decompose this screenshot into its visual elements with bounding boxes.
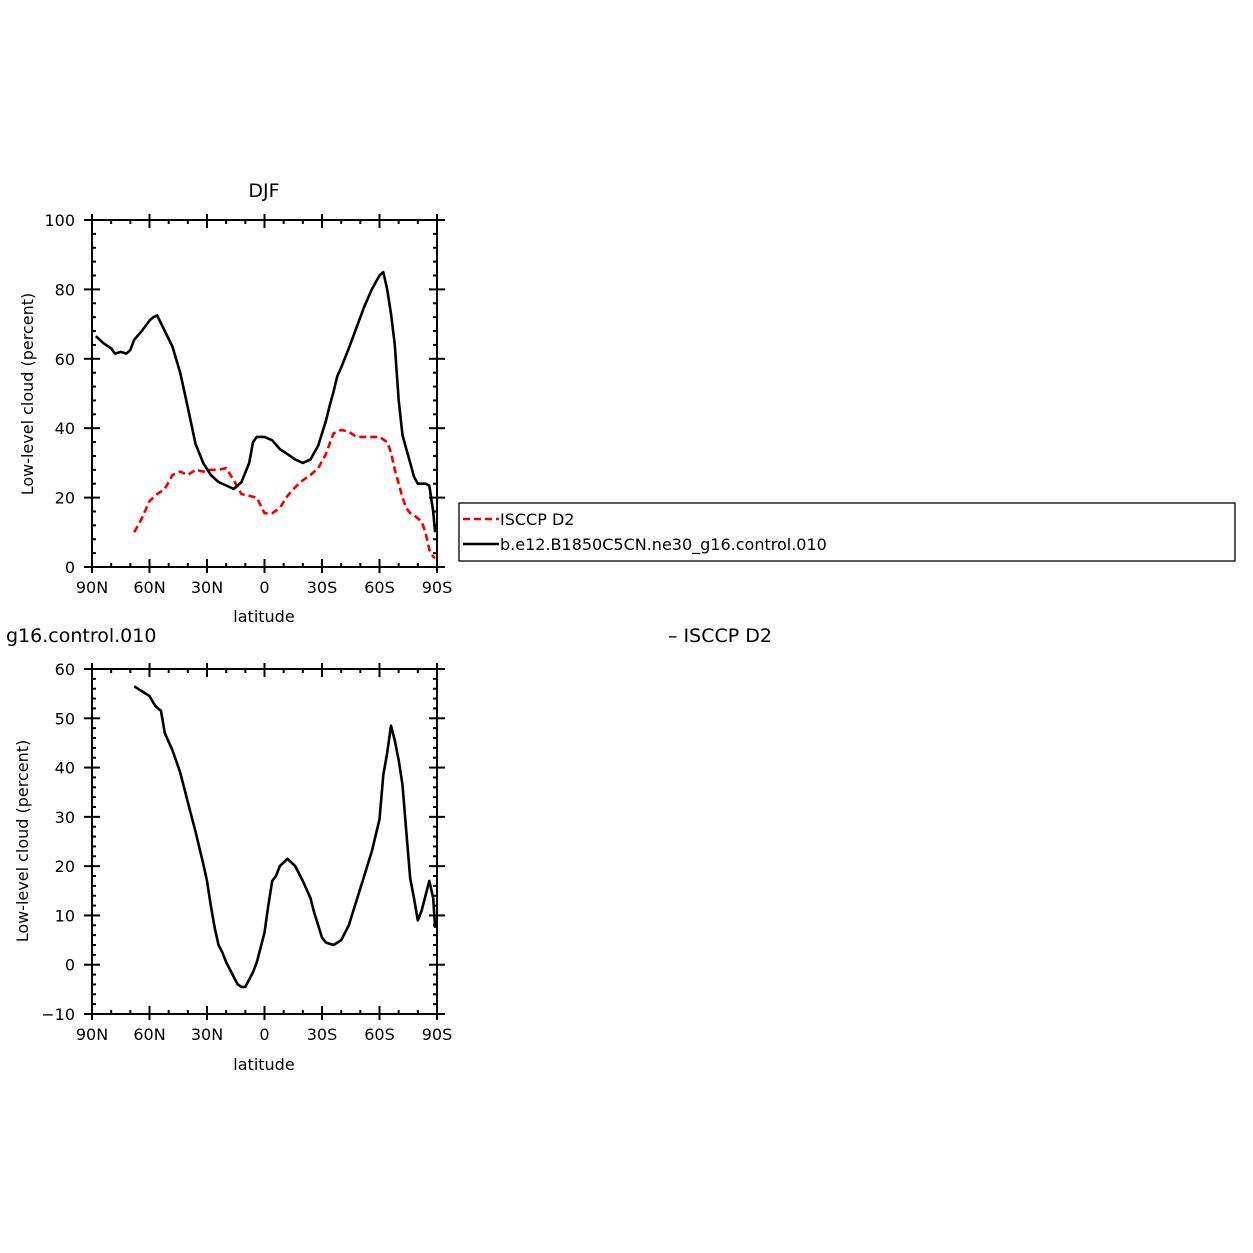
bottom-panel-title-left-fragment: g16.control.010 (6, 625, 156, 647)
bottom-panel-x-tick-label: 60S (364, 1025, 395, 1044)
top-panel-title: DJF (248, 180, 279, 202)
top-panel-x-tick-label: 60N (133, 578, 165, 597)
top-panel-x-tick-label: 30N (191, 578, 223, 597)
top-panel-x-tick-label: 30S (307, 578, 338, 597)
bottom-panel-x-tick-label: 30N (191, 1025, 223, 1044)
top-panel-series-line-1 (94, 270, 437, 533)
legend-box (458, 502, 1236, 562)
bottom-panel-y-tick-label: 10 (55, 906, 75, 925)
bottom-panel-title-right-fragment: – ISCCP D2 (668, 625, 772, 647)
top-panel-x-tick-label: 90S (422, 578, 453, 597)
bottom-panel-x-tick-label: 90N (76, 1025, 108, 1044)
bottom-panel-ylabel: Low-level cloud (percent) (13, 740, 32, 943)
bottom-panel-y-tick-label: 30 (55, 808, 75, 827)
top-panel-xlabel: latitude (233, 607, 294, 626)
bottom-panel: g16.control.010 – ISCCP D2 latitude Low-… (6, 625, 772, 1074)
bottom-panel-xlabel: latitude (233, 1055, 294, 1074)
top-panel-y-tick-label: 20 (55, 489, 75, 508)
top-panel-series-line-0 (133, 428, 436, 560)
bottom-panel-x-tick-label: 60N (133, 1025, 165, 1044)
bottom-panel-y-tick-label: 0 (65, 956, 75, 975)
top-panel-y-tick-label: 60 (55, 350, 75, 369)
top-panel-ylabel: Low-level cloud (percent) (18, 293, 37, 496)
bottom-panel-y-tick-label: −10 (41, 1005, 75, 1024)
legend-label-model: b.e12.B1850C5CN.ne30_g16.control.010 (500, 535, 827, 555)
top-panel-x-tick-label: 0 (259, 578, 269, 597)
top-panel-y-tick-label: 100 (44, 211, 75, 230)
top-panel-y-tick-label: 40 (55, 419, 75, 438)
bottom-panel-y-tick-label: 60 (55, 660, 75, 679)
bottom-panel-x-tick-label: 30S (307, 1025, 338, 1044)
bottom-panel-series-line-0 (133, 685, 437, 989)
top-panel-x-tick-label: 90N (76, 578, 108, 597)
bottom-panel-y-tick-label: 40 (55, 759, 75, 778)
top-panel-y-tick-label: 0 (65, 558, 75, 577)
legend-label-isccp: ISCCP D2 (500, 510, 574, 529)
bottom-panel-y-tick-label: 50 (55, 709, 75, 728)
legend: ISCCP D2 b.e12.B1850C5CN.ne30_g16.contro… (458, 502, 1236, 562)
bottom-panel-y-tick-label: 20 (55, 857, 75, 876)
top-panel-x-tick-label: 60S (364, 578, 395, 597)
bottom-panel-x-tick-label: 0 (259, 1025, 269, 1044)
top-panel-frame (91, 219, 438, 568)
bottom-panel-frame (91, 668, 438, 1015)
bottom-panel-x-tick-label: 90S (422, 1025, 453, 1044)
top-panel-y-tick-label: 80 (55, 280, 75, 299)
top-panel: DJF latitude Low-level cloud (percent) 9… (18, 180, 452, 626)
